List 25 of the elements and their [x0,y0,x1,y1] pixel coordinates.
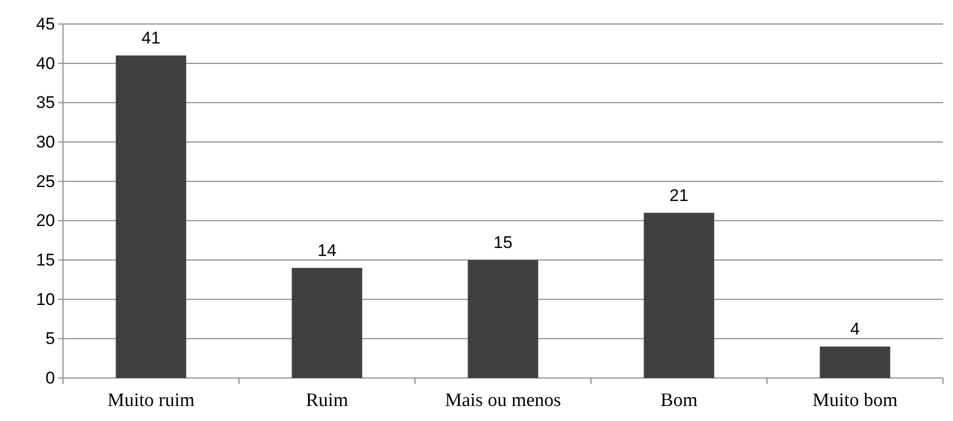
y-tick-label: 0 [46,368,55,388]
bar [644,212,714,378]
y-tick-label: 25 [36,172,55,191]
y-tick-label: 10 [36,290,55,309]
data-label: 21 [670,186,688,205]
bar [820,346,890,378]
data-label: 41 [142,28,160,48]
x-tick-label: Mais ou menos [444,390,562,411]
data-label: 14 [318,240,336,260]
y-tick-label: 20 [36,211,55,230]
bar [292,268,362,378]
y-tick-label: 5 [46,329,55,348]
y-tick-label: 45 [36,14,55,34]
x-tick-label: Muito ruim [107,390,195,411]
data-label: 4 [850,320,860,339]
y-tick-label: 40 [36,54,55,73]
data-label: 15 [494,233,512,252]
y-tick-label: 15 [36,250,55,270]
y-tick-label: 30 [36,132,55,152]
y-tick-label: 35 [36,93,55,112]
x-tick-label: Ruim [306,390,348,411]
bar [116,55,186,378]
x-tick-label: Muito bom [812,390,898,411]
bar [468,260,538,378]
x-tick-label: Bom [660,390,698,411]
